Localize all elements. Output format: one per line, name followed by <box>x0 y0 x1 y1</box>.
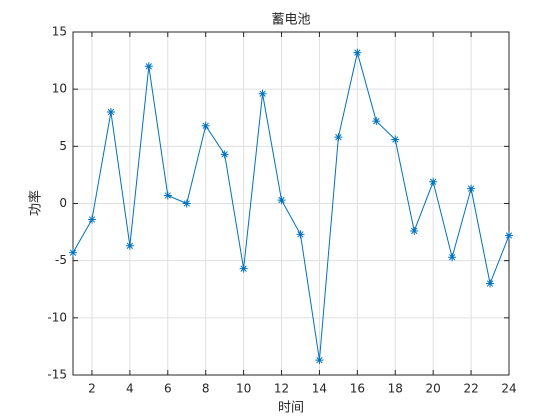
marker <box>296 230 305 239</box>
y-tick-label: -10 <box>47 310 67 324</box>
marker <box>69 248 77 257</box>
marker <box>163 191 172 200</box>
marker <box>182 199 191 208</box>
x-tick-label: 2 <box>88 382 96 396</box>
data-line <box>72 52 510 361</box>
marker <box>144 62 153 71</box>
marker <box>391 135 400 144</box>
x-axis-label: 时间 <box>278 401 304 416</box>
marker <box>372 117 381 126</box>
marker <box>486 279 495 288</box>
x-tick-label: 16 <box>350 382 365 396</box>
marker <box>201 121 210 130</box>
marker <box>277 196 286 205</box>
marker <box>334 133 343 142</box>
marker <box>448 253 457 262</box>
x-tick-label: 12 <box>274 382 289 396</box>
x-tick-label: 4 <box>126 382 134 396</box>
y-tick-label: 15 <box>52 25 67 39</box>
marker <box>258 89 267 98</box>
x-tick-label: 18 <box>388 382 403 396</box>
marker <box>315 356 324 365</box>
marker <box>353 48 362 57</box>
marker <box>239 264 248 273</box>
x-tick-label: 20 <box>426 382 441 396</box>
marker <box>106 108 115 117</box>
y-axis-label: 功率 <box>28 190 44 216</box>
y-tick-label: 0 <box>59 196 67 210</box>
x-tick-label: 22 <box>463 382 478 396</box>
chart-title: 蓄电池 <box>271 13 310 28</box>
marker <box>125 241 134 250</box>
y-tick-label: 10 <box>52 82 67 96</box>
x-tick-label: 24 <box>501 382 516 396</box>
marker <box>467 184 476 193</box>
y-tick-label: 5 <box>59 139 67 153</box>
x-tick-label: 8 <box>202 382 210 396</box>
x-tick-label: 6 <box>164 382 172 396</box>
marker <box>410 226 419 235</box>
marker <box>87 215 96 224</box>
marker <box>220 150 229 159</box>
marker <box>429 177 438 186</box>
x-tick-label: 10 <box>236 382 251 396</box>
y-tick-label: -5 <box>55 253 67 267</box>
x-tick-label: 14 <box>312 382 327 396</box>
axes-box <box>72 31 510 376</box>
marker <box>505 231 513 240</box>
y-tick-label: -15 <box>47 368 67 382</box>
